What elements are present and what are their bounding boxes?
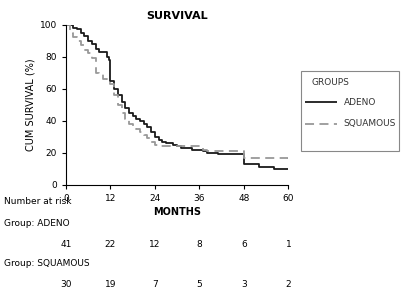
Text: Number at risk: Number at risk xyxy=(4,197,72,206)
FancyBboxPatch shape xyxy=(301,71,400,151)
Text: GROUPS: GROUPS xyxy=(311,78,349,87)
Text: 1: 1 xyxy=(286,240,291,249)
Text: ADENO: ADENO xyxy=(344,98,376,107)
Text: 3: 3 xyxy=(241,280,247,289)
Text: 41: 41 xyxy=(60,240,72,249)
Text: 7: 7 xyxy=(152,280,158,289)
Text: 12: 12 xyxy=(149,240,161,249)
Text: 19: 19 xyxy=(105,280,116,289)
Text: SQUAMOUS: SQUAMOUS xyxy=(344,119,396,128)
Text: Group: SQUAMOUS: Group: SQUAMOUS xyxy=(4,259,90,268)
X-axis label: MONTHS: MONTHS xyxy=(153,207,201,217)
Text: Group: ADENO: Group: ADENO xyxy=(4,219,70,228)
Text: 30: 30 xyxy=(60,280,72,289)
Y-axis label: CUM SURVIVAL (%): CUM SURVIVAL (%) xyxy=(26,59,35,151)
Text: 8: 8 xyxy=(197,240,202,249)
Text: 5: 5 xyxy=(197,280,202,289)
Title: SURVIVAL: SURVIVAL xyxy=(146,11,208,21)
Text: 6: 6 xyxy=(241,240,247,249)
Text: 22: 22 xyxy=(105,240,116,249)
Text: 2: 2 xyxy=(286,280,291,289)
